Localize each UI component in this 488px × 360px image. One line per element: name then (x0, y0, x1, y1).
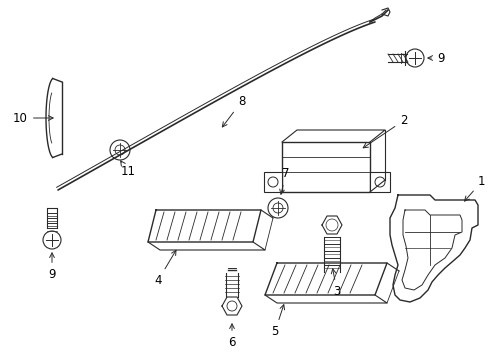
Bar (369, 172, 389, 192)
Bar (264, 172, 282, 192)
Text: 2: 2 (363, 114, 407, 148)
Text: 7: 7 (279, 167, 289, 194)
Text: 11: 11 (120, 161, 135, 178)
Bar (282, 142, 369, 192)
Text: 1: 1 (464, 175, 485, 201)
Text: 3: 3 (330, 269, 340, 298)
Text: 4: 4 (154, 250, 176, 287)
Text: 9: 9 (427, 51, 444, 64)
Text: 8: 8 (222, 95, 245, 127)
Text: 6: 6 (228, 324, 235, 349)
Text: 10: 10 (13, 112, 53, 125)
Text: 9: 9 (48, 253, 56, 281)
Text: 5: 5 (271, 305, 284, 338)
